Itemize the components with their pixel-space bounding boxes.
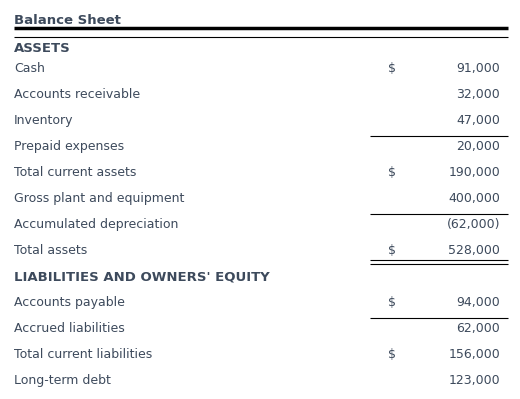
Text: Accounts payable: Accounts payable — [14, 296, 125, 309]
Text: $: $ — [388, 296, 396, 309]
Text: Total assets: Total assets — [14, 244, 87, 257]
Text: Balance Sheet: Balance Sheet — [14, 14, 121, 27]
Text: Gross plant and equipment: Gross plant and equipment — [14, 192, 185, 205]
Text: 123,000: 123,000 — [448, 374, 500, 387]
Text: 94,000: 94,000 — [456, 296, 500, 309]
Text: 91,000: 91,000 — [456, 62, 500, 75]
Text: 20,000: 20,000 — [456, 140, 500, 153]
Text: 156,000: 156,000 — [448, 348, 500, 361]
Text: $: $ — [388, 62, 396, 75]
Text: 32,000: 32,000 — [456, 88, 500, 101]
Text: Accumulated depreciation: Accumulated depreciation — [14, 218, 178, 231]
Text: Total current liabilities: Total current liabilities — [14, 348, 152, 361]
Text: ASSETS: ASSETS — [14, 42, 71, 55]
Text: Accrued liabilities: Accrued liabilities — [14, 322, 125, 335]
Text: Prepaid expenses: Prepaid expenses — [14, 140, 124, 153]
Text: Long-term debt: Long-term debt — [14, 374, 111, 387]
Text: (62,000): (62,000) — [447, 218, 500, 231]
Text: $: $ — [388, 244, 396, 257]
Text: Inventory: Inventory — [14, 114, 73, 127]
Text: Total current assets: Total current assets — [14, 166, 136, 179]
Text: 400,000: 400,000 — [448, 192, 500, 205]
Text: 62,000: 62,000 — [456, 322, 500, 335]
Text: 190,000: 190,000 — [448, 166, 500, 179]
Text: $: $ — [388, 348, 396, 361]
Text: 47,000: 47,000 — [456, 114, 500, 127]
Text: LIABILITIES AND OWNERS' EQUITY: LIABILITIES AND OWNERS' EQUITY — [14, 270, 270, 283]
Text: Cash: Cash — [14, 62, 45, 75]
Text: Accounts receivable: Accounts receivable — [14, 88, 140, 101]
Text: $: $ — [388, 166, 396, 179]
Text: 528,000: 528,000 — [448, 244, 500, 257]
